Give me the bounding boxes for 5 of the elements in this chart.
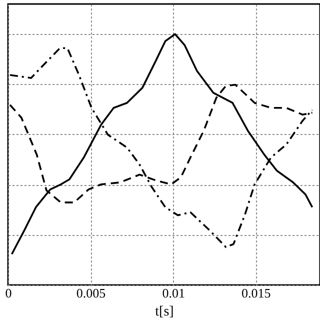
x-tick-label: 0.005 [76, 286, 106, 300]
x-tick-label: 0.015 [241, 286, 271, 300]
x-tick-label: 0.01 [162, 286, 185, 300]
x-tick-label: 0 [5, 286, 12, 300]
x-axis-title: t[s] [155, 304, 174, 320]
